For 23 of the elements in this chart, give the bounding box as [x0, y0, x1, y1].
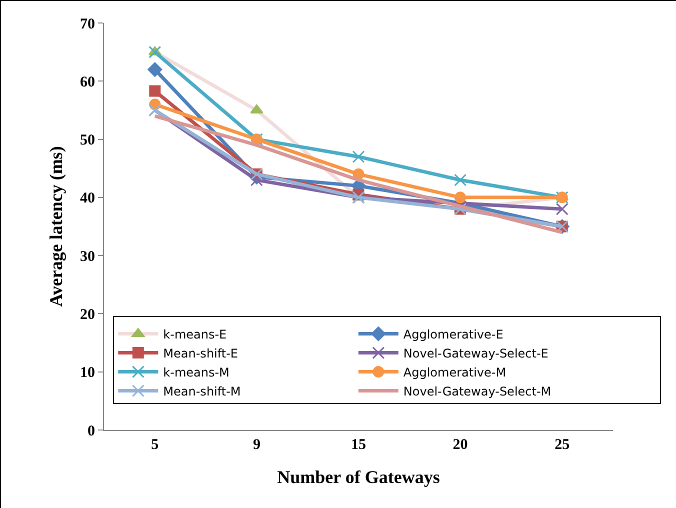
y-axis-title: Average latency (ms) [46, 146, 66, 307]
legend-label: Novel-Gateway-Select-E [403, 346, 548, 360]
x-axis-title: Number of Gateways [277, 467, 440, 488]
y-tick-label: 40 [80, 190, 95, 207]
x-tick-label: 9 [252, 437, 260, 453]
legend-label: Mean-shift-M [163, 384, 241, 398]
y-tick-label: 0 [88, 423, 95, 440]
legend-label: k-means-M [163, 365, 230, 380]
y-tick-label: 60 [80, 74, 95, 90]
y-tick-label: 30 [80, 248, 95, 265]
legend-label: Agglomerative-E [403, 327, 504, 342]
y-tick-label: 10 [80, 365, 95, 382]
y-tick-label: 50 [80, 132, 95, 149]
legend-label: Agglomerative-M [403, 365, 506, 380]
x-tick-label: 20 [452, 437, 468, 453]
legend-label: Mean-shift-E [163, 346, 238, 360]
y-tick-label: 20 [80, 306, 95, 323]
x-tick-label: 5 [151, 437, 159, 453]
legend-label: k-means-E [163, 327, 227, 342]
x-tick-label: 15 [351, 437, 366, 453]
y-tick-label: 70 [80, 16, 95, 32]
x-tick-label: 25 [554, 437, 570, 453]
legend-label: Novel-Gateway-Select-M [403, 384, 552, 398]
